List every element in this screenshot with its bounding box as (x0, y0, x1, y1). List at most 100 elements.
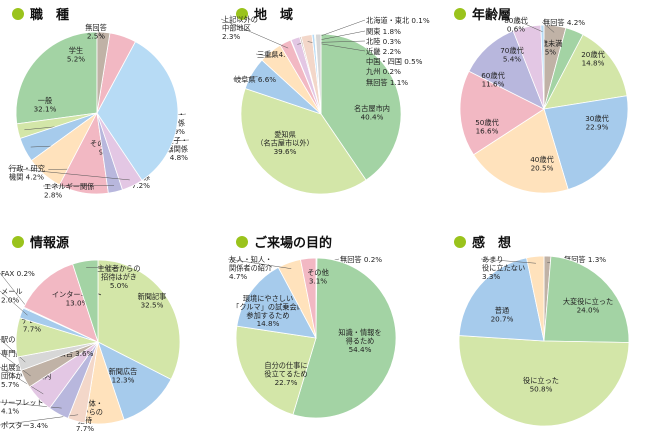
slice-label: 無回答 1.1% (366, 78, 408, 87)
chart-title: 情報源 (30, 235, 69, 251)
slice-label: 普通 20.7% (491, 306, 514, 323)
pie-slice (543, 34, 628, 110)
pie-slice (320, 33, 402, 181)
slice-label: 役に立った 50.8% (523, 376, 559, 393)
title-bullet (236, 8, 248, 20)
slice-label: 知識・情報を得るため 54.4% (338, 328, 381, 354)
leader-line (7, 167, 130, 181)
slice-label: 主催者からの招待はがき 5.0% (97, 264, 140, 290)
title-bullet (12, 8, 24, 20)
slice-label: 80歳代 0.6% (504, 16, 528, 33)
slice-label: 行政・研究機関 4.2% (9, 164, 45, 181)
chart-title: 地 域 (254, 7, 293, 23)
slice-label: その他 3.1% (307, 268, 329, 285)
slice-label: 大変役に立った 24.0% (563, 297, 613, 314)
slice-label: 無回答 2.5% (85, 23, 107, 40)
leader-line (480, 258, 536, 264)
slice-label: 北陸 0.3% (366, 37, 401, 46)
pie-slice (540, 24, 545, 110)
leader-line (86, 267, 120, 269)
pie-chart-1: 職 種自動車関係26.6%工作機械・工具関係2.9%電気・電子・情報機器関係4.… (7, 7, 190, 199)
slice-label: 一般 32.1% (34, 96, 57, 113)
leader-line (541, 21, 555, 33)
pie-slice (97, 259, 181, 380)
slice-label: 無回答 0.2% (340, 255, 382, 264)
pie-slice (458, 257, 545, 342)
slice-label: 無回答 4.2% (543, 18, 585, 27)
slice-label: 60歳代 11.6% (481, 71, 505, 88)
slice-label: 北海道・東北 0.1% (366, 16, 430, 25)
slice-label: 環境にやさしい「クルマ」の試乗会に参加するため 14.8% (232, 294, 304, 328)
slice-label: 友人・知人・関係者の紹介 4.7% (229, 255, 273, 281)
slice-label: 九州 0.2% (366, 67, 401, 76)
slice-label: 20歳代 14.8% (581, 50, 605, 67)
pie-slice (236, 266, 317, 339)
leader-line (220, 18, 289, 49)
pie-slice (23, 263, 99, 343)
slice-label: 新聞広告 12.3% (109, 367, 138, 384)
pie-slice (240, 88, 367, 195)
slice-label: 学生 5.2% (67, 46, 85, 63)
pie-chart-4: 情報源新聞記事32.5%新聞広告12.3%関係団体・施設からの招待7.7%ポスタ… (0, 235, 181, 433)
title-bullet (454, 236, 466, 248)
leader-line (227, 258, 292, 269)
leader-line (0, 366, 44, 395)
slice-label: リーフレット 4.1% (1, 398, 44, 415)
slice-label: ポスター3.4% (1, 421, 48, 430)
slice-label: 70歳代 5.4% (500, 46, 524, 63)
slice-label: 30歳代 22.9% (585, 114, 609, 131)
chart-title: 職 種 (30, 7, 69, 23)
pie-slice (468, 30, 545, 110)
slice-label: エネルギー関係 2.8% (44, 182, 94, 199)
slice-label: 40歳代 20.5% (530, 155, 554, 172)
slice-label: インターネット 13.0% (52, 290, 102, 307)
title-bullet (236, 236, 248, 248)
slice-label: FAX 0.2% (1, 269, 35, 278)
chart-title: ご来場の目的 (254, 235, 332, 251)
slice-label: 近畿 2.2% (366, 47, 401, 56)
leader-line (0, 352, 31, 377)
pie-slice (72, 259, 99, 343)
slice-label: メール 2.0% (1, 287, 23, 304)
pie-slice (300, 257, 317, 339)
pie-slice (459, 70, 545, 156)
pie-slice (96, 31, 111, 114)
slice-label: 岐阜県 6.6% (234, 75, 276, 84)
pie-slice (543, 95, 629, 190)
slice-label: 愛知県（名古屋市以外） 39.6% (256, 130, 314, 156)
pie-slice (15, 31, 98, 125)
leader-line (232, 76, 258, 80)
slice-label: 無回答 1.3% (564, 255, 606, 264)
slice-label: 上記以外の中部地区 2.3% (222, 15, 258, 41)
leader-line (95, 26, 104, 39)
title-bullet (454, 8, 466, 20)
pie-slice (235, 325, 317, 416)
leader-line (0, 338, 26, 363)
pie-slice (97, 341, 172, 421)
pie-slice (472, 108, 569, 194)
slice-label: 20歳未満 3.5% (532, 39, 563, 56)
leader-line (0, 290, 28, 316)
slice-label: 三重県4.7% (257, 50, 297, 59)
leader-line (515, 19, 543, 32)
slice-label: 関東 1.8% (366, 27, 401, 36)
slice-label: 名古屋市内 40.4% (354, 104, 390, 121)
pie-slice (526, 255, 545, 342)
leader-line (0, 272, 30, 311)
slice-label: 50歳代 16.6% (475, 118, 499, 135)
leader-line (0, 401, 62, 409)
title-bullet (12, 236, 24, 248)
slice-label: 新聞記事 32.5% (138, 292, 167, 309)
pie-slice (458, 335, 630, 427)
slice-label: 自分の仕事に役立てるため 22.7% (264, 361, 307, 387)
chart-title: 感 想 (472, 235, 511, 251)
pie-slice (543, 255, 630, 343)
slice-label: あまり役に立たない 3.3% (482, 255, 525, 281)
pie-slice (292, 257, 397, 419)
chart-title: 年齢層 (472, 7, 511, 23)
pie-slice (96, 41, 179, 181)
